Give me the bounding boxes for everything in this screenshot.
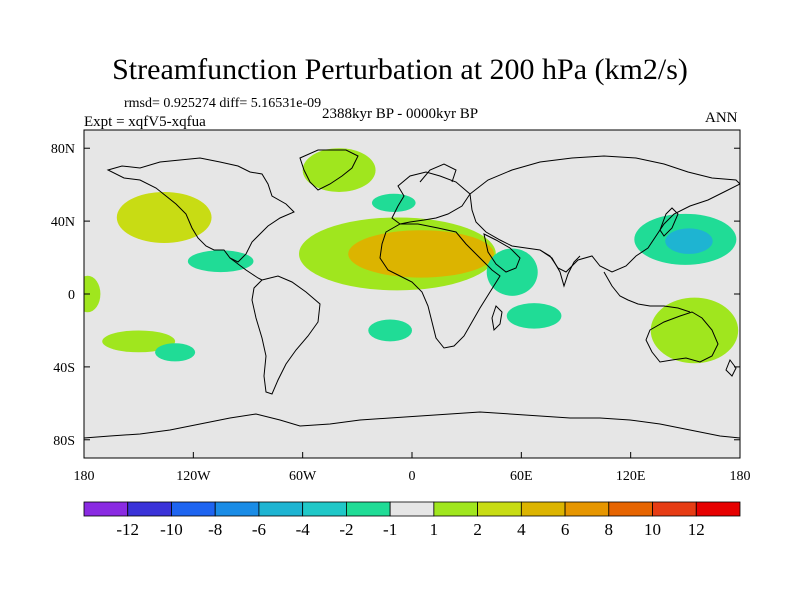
field-region-1	[116, 191, 212, 243]
y-tick-label: 80S	[53, 434, 75, 449]
x-tick-label: 60W	[289, 469, 317, 484]
y-tick-label: 40S	[53, 361, 75, 376]
colorbar-swatch	[302, 501, 347, 517]
colorbar-swatch	[389, 501, 435, 517]
colorbar-label: -8	[208, 520, 222, 539]
colorbar-label: 1	[430, 520, 439, 539]
colorbar-swatch	[258, 501, 304, 517]
field-region-13	[84, 275, 101, 313]
stats-label: rmsd= 0.925274 diff= 5.16531e-09	[124, 96, 322, 111]
field-region-3-core	[348, 230, 494, 278]
colorbar-swatch	[83, 501, 129, 517]
field-region-5	[371, 193, 416, 212]
colorbar-label: -10	[160, 520, 183, 539]
colorbar-swatch	[214, 501, 260, 517]
field-region-6	[187, 250, 254, 273]
field-region-7	[155, 343, 196, 362]
colorbar-label: 12	[688, 520, 705, 539]
x-tick-label: 120E	[616, 469, 646, 484]
colorbar-swatch	[171, 501, 216, 517]
colorbar-swatch	[345, 501, 391, 517]
colorbar-label: 10	[644, 520, 661, 539]
field-region-8	[368, 319, 412, 342]
field-region-9	[486, 248, 538, 296]
experiment-label: Expt = xqfV5-xqfua	[84, 114, 206, 130]
colorbar-label: -4	[296, 520, 311, 539]
y-tick-label: 80N	[51, 142, 75, 157]
colorbar-label: -2	[339, 520, 353, 539]
colorbar-swatch	[477, 501, 522, 517]
field-region-11-core	[665, 228, 713, 254]
colorbar-label: 4	[517, 520, 526, 539]
colorbar-label: -1	[383, 520, 397, 539]
field-region-4	[302, 148, 376, 192]
y-tick-label: 0	[68, 288, 75, 303]
period-label: 2388kyr BP - 0000kyr BP	[322, 106, 479, 122]
chart-title: Streamfunction Perturbation at 200 hPa (…	[112, 53, 688, 86]
x-tick-label: 180	[74, 469, 95, 484]
y-tick-label: 40N	[51, 215, 75, 230]
coastlines	[84, 149, 740, 439]
axes: 180 120W 60W 0 60E 120E 180 80N 40N 0 40S 80S	[51, 142, 751, 484]
colorbar-label: -12	[116, 520, 139, 539]
colorbar-swatch	[127, 501, 172, 517]
x-tick-label: 60E	[510, 469, 533, 484]
colorbar-label: -6	[252, 520, 266, 539]
colorbar-swatch	[433, 501, 479, 517]
colorbar-swatch	[608, 501, 653, 517]
field-region-12	[650, 297, 739, 364]
season-label: ANN	[705, 110, 738, 126]
colorbar-label: 6	[561, 520, 570, 539]
perturbation-fields	[84, 148, 739, 364]
colorbar-label: 8	[605, 520, 614, 539]
colorbar-swatch	[695, 501, 741, 517]
x-tick-label: 180	[730, 469, 751, 484]
field-region-2	[102, 330, 176, 353]
colorbar-swatch	[520, 501, 566, 517]
colorbar-swatch	[652, 501, 697, 517]
x-tick-label: 0	[409, 469, 416, 484]
field-region-10	[506, 303, 562, 329]
colorbar: -12 -10 -8 -6 -4 -2 -1 1 2 4 6 8 10 12	[83, 501, 741, 539]
x-tick-label: 120W	[176, 469, 211, 484]
colorbar-swatch	[564, 501, 610, 517]
map-background	[84, 130, 740, 458]
colorbar-label: 2	[473, 520, 482, 539]
